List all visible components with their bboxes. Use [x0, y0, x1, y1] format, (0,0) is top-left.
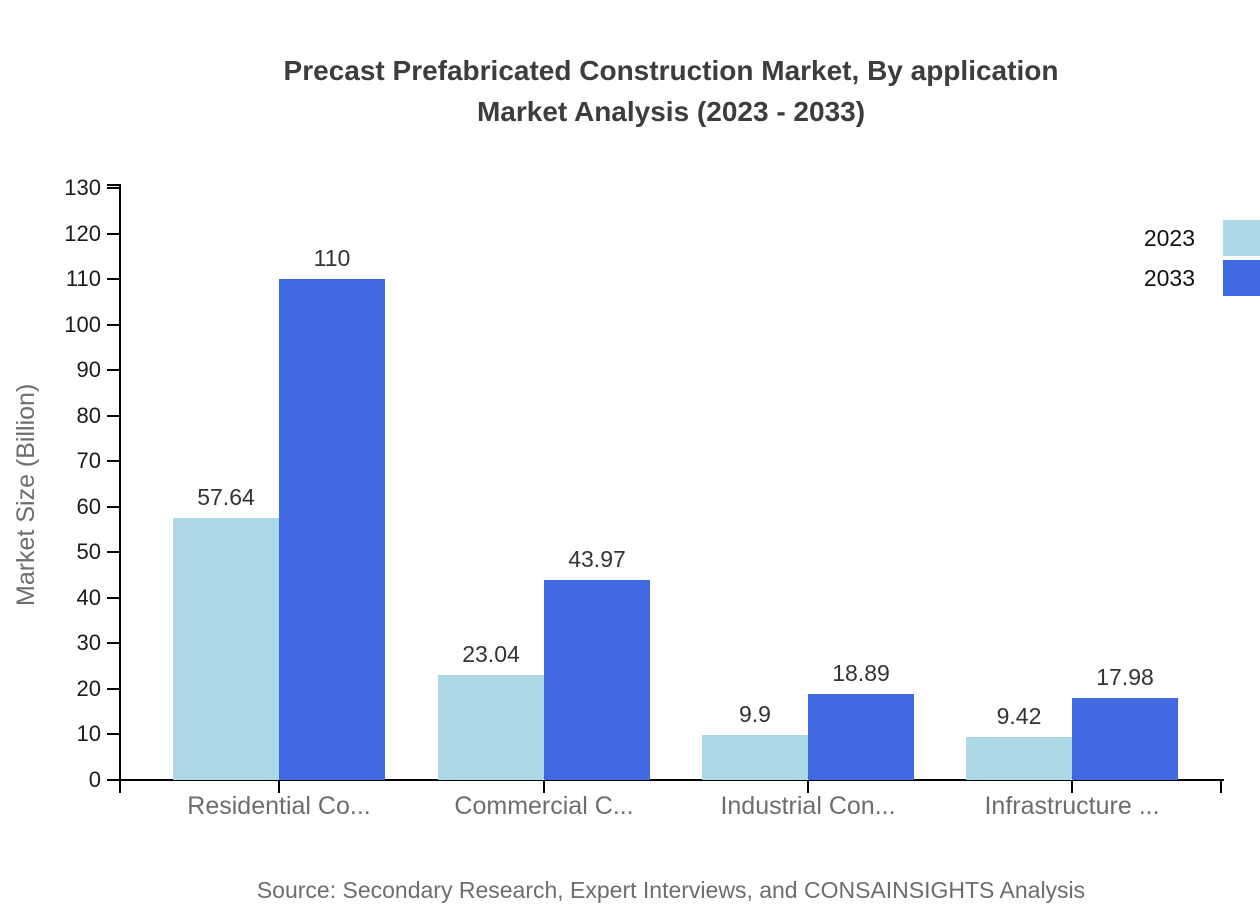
legend-label-2033: 2033 [1143, 265, 1195, 291]
chart-title-line1: Precast Prefabricated Construction Marke… [283, 55, 1059, 86]
y-axis-tick [107, 369, 120, 372]
legend-label-2023: 2023 [1143, 225, 1195, 251]
x-axis-line [119, 779, 1224, 781]
bar-2033-cat4[interactable] [1072, 698, 1178, 780]
bar-value-label: 23.04 [462, 641, 520, 668]
y-axis-tick [107, 414, 120, 417]
chart-title: Precast Prefabricated Construction Marke… [120, 50, 1222, 132]
legend-swatch-2033 [1223, 260, 1260, 296]
y-axis-tick-label: 90 [76, 357, 101, 383]
x-axis-category-tick [278, 779, 280, 793]
bar-2023-cat1[interactable] [173, 517, 279, 780]
y-axis-line [119, 184, 121, 793]
y-axis-tick-label: 10 [76, 721, 101, 747]
y-axis-tick-label: 30 [76, 630, 101, 656]
y-axis-tick-label: 40 [76, 584, 101, 610]
bar-value-label: 43.97 [568, 545, 626, 572]
y-axis-tick [107, 551, 120, 554]
y-axis-tick-label: 100 [64, 311, 101, 337]
bar-2033-cat3[interactable] [808, 693, 914, 780]
bar-2023-cat2[interactable] [438, 675, 544, 780]
x-axis-category-label: Infrastructure ... [984, 792, 1160, 820]
y-axis-tick-label: 80 [76, 402, 101, 428]
chart-title-line2: Market Analysis (2023 - 2033) [476, 96, 866, 127]
y-axis-tick-label: 130 [64, 175, 101, 200]
bar-value-label: 9.42 [996, 703, 1042, 730]
y-axis-tick [107, 232, 120, 235]
bar-2023-cat4[interactable] [966, 737, 1072, 780]
bar-value-label: 9.9 [739, 700, 771, 727]
y-axis-tick-label: 20 [76, 675, 101, 701]
y-axis-tick-label: 70 [76, 448, 101, 474]
legend-item-2033[interactable]: 2033 [1040, 260, 1260, 296]
y-axis-tick-label: 0 [88, 767, 101, 792]
bar-value-label: 110 [313, 245, 351, 272]
y-axis-tick-label: 110 [65, 266, 101, 292]
x-axis-category-tick [807, 779, 809, 793]
y-axis-tick [107, 460, 120, 463]
x-axis-end-tick [1220, 779, 1222, 793]
bar-value-label: 57.64 [197, 483, 255, 510]
source-text: Source: Secondary Research, Expert Inter… [256, 877, 1086, 903]
bar-2023-cat3[interactable] [702, 734, 808, 780]
y-axis-tick-label: 120 [64, 220, 101, 246]
y-axis-tick [107, 642, 120, 645]
y-axis-tick [107, 323, 120, 326]
y-axis-tick-label: 50 [76, 539, 101, 565]
y-axis-tick [107, 779, 120, 781]
x-axis-category-label: Industrial Con... [720, 792, 896, 820]
y-axis-tick-label: 60 [76, 493, 101, 519]
y-axis-tick [107, 733, 120, 736]
x-axis-category-tick [1071, 779, 1073, 793]
bar-2033-cat2[interactable] [544, 579, 650, 780]
legend-item-2023[interactable]: 2023 [1040, 220, 1260, 256]
x-axis-category-label: Residential Co... [187, 792, 371, 820]
bar-value-label: 17.98 [1096, 664, 1154, 691]
x-axis-category-tick [543, 779, 545, 793]
bar-2033-cat1[interactable] [279, 279, 385, 780]
y-axis-tick [107, 187, 120, 189]
y-axis-tick [107, 278, 120, 281]
y-axis-endcap-tick [107, 184, 120, 186]
y-axis-tick [107, 505, 120, 508]
y-axis-tick [107, 687, 120, 690]
bar-value-label: 18.89 [832, 659, 890, 686]
legend-swatch-2023 [1223, 220, 1260, 256]
y-axis-tick [107, 596, 120, 599]
x-axis-category-label: Commercial C... [454, 792, 634, 820]
